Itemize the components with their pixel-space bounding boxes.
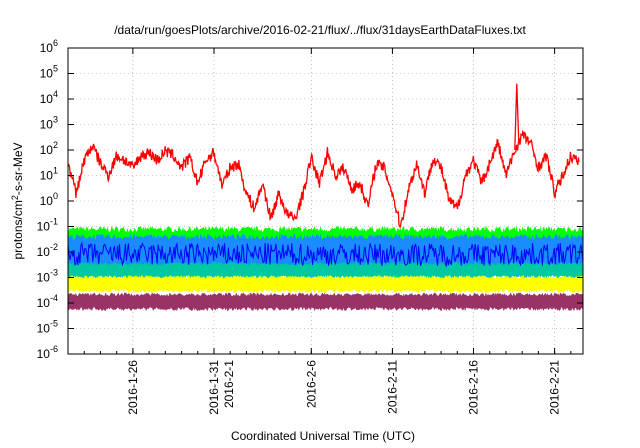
x-axis-label: Coordinated Universal Time (UTC) <box>231 429 415 443</box>
plot-frame <box>67 47 584 355</box>
flux-red-spike <box>514 83 520 151</box>
y-tick-label: 102 <box>40 140 58 157</box>
y-tick-label: 10-6 <box>37 344 58 361</box>
chart-title: /data/run/goesPlots/archive/2016-02-21/f… <box>114 23 526 37</box>
y-tick-label: 106 <box>40 38 58 55</box>
x-tick-label: 2016-1-26 <box>126 360 140 415</box>
y-tick-label: 104 <box>40 89 58 106</box>
x-tick-label: 2016-2-16 <box>467 360 481 415</box>
y-tick-label: 100 <box>40 191 58 208</box>
y-axis-label: protons/cm2-s-sr-MeV <box>10 142 25 259</box>
y-tick-label: 105 <box>40 64 58 81</box>
flux-red-series <box>67 129 580 229</box>
y-tick-label: 103 <box>40 115 58 132</box>
y-tick-label: 10-2 <box>37 242 58 259</box>
x-tick-label: 2016-2-6 <box>304 360 318 408</box>
flux-band-series <box>67 274 584 294</box>
x-tick-label: 2016-2-11 <box>385 360 399 414</box>
y-tick-label: 10-5 <box>37 319 58 336</box>
x-tick-label: 2016-1-31 <box>207 360 221 415</box>
flux-band-series <box>67 292 584 312</box>
y-tick-label: 10-1 <box>37 217 58 234</box>
y-tick-label: 10-3 <box>37 268 58 285</box>
x-tick-label: 2016-2-21 <box>548 360 562 415</box>
x-tick-label: 2016-2-1 <box>222 360 236 408</box>
y-tick-label: 10-4 <box>37 293 58 310</box>
grid <box>68 48 583 354</box>
flux-line-series <box>67 241 584 268</box>
y-tick-label: 101 <box>40 166 58 183</box>
plot-data <box>67 83 584 312</box>
axes: 10-6 10-5 10-4 10-3 10-2 10-1 100 101 102 103 104 1… <box>37 38 583 415</box>
